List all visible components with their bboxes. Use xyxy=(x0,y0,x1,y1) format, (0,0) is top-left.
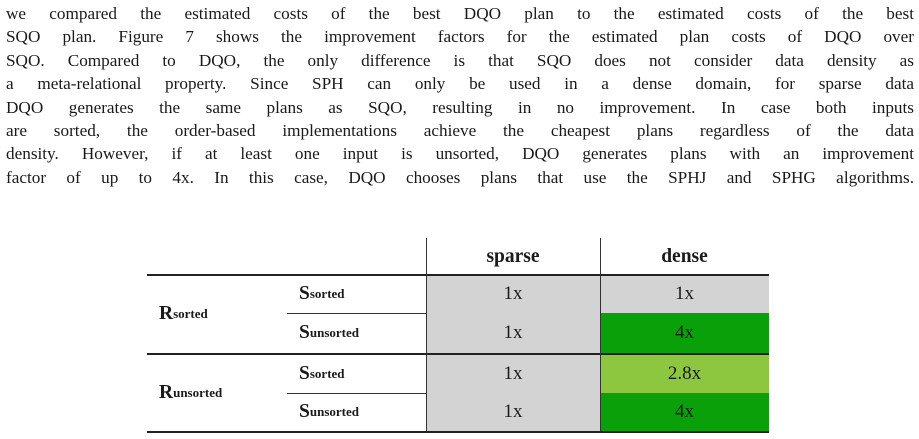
label-subscript: unsorted xyxy=(309,325,359,340)
rule-table-bottom xyxy=(147,431,769,433)
cell-rsorted-sunsorted-dense: 4x xyxy=(600,313,769,353)
rule-header-bottom xyxy=(147,274,769,276)
label-main: R xyxy=(159,382,174,403)
label-main: R xyxy=(159,303,174,324)
column-header-dense: dense xyxy=(600,238,769,275)
paragraph-line: density. However, if at least one input … xyxy=(6,144,914,164)
cell-runsorted-ssorted-sparse: 1x xyxy=(426,355,600,393)
paragraph-line: SQO. Compared to DQO, the only differenc… xyxy=(6,50,914,70)
cell-rsorted-ssorted-dense: 1x xyxy=(600,275,769,313)
cell-value: 1x xyxy=(503,283,523,304)
label-subscript: sorted xyxy=(309,366,345,381)
body-paragraph: we compared the estimated costs of the b… xyxy=(6,2,914,189)
cell-value: 1x xyxy=(503,363,523,384)
cell-runsorted-ssorted-dense: 2.8x xyxy=(600,355,769,393)
label-main: S xyxy=(299,283,310,304)
paragraph-line: are sorted, the order-based implementati… xyxy=(6,121,914,141)
label-main: S xyxy=(299,363,310,384)
label-subscript: sorted xyxy=(309,286,345,301)
cell-value: 1x xyxy=(503,322,523,343)
cell-value: 1x xyxy=(675,283,694,304)
cell-runsorted-sunsorted-dense: 4x xyxy=(600,393,769,431)
cell-value: 4x xyxy=(675,322,694,343)
label-subscript: unsorted xyxy=(173,385,223,400)
header-label: dense xyxy=(661,245,708,267)
cell-value: 1x xyxy=(503,401,523,422)
paragraph-line: we compared the estimated costs of the b… xyxy=(6,4,914,23)
paragraph-line: factor of up to 4x. In this case, DQO ch… xyxy=(6,167,914,187)
header-label: sparse xyxy=(486,245,540,267)
improvement-factor-table: 1x 1x 1x 4x 1x 2.8x 1x 4x sparse dense R… xyxy=(147,238,769,433)
paragraph-line: a meta-relational property. Since SPH ca… xyxy=(6,74,914,94)
cell-value: 2.8x xyxy=(667,363,702,384)
rule-col-divider-2 xyxy=(600,238,601,431)
label-subscript: sorted xyxy=(173,306,208,321)
rule-sub-1 xyxy=(287,313,426,314)
paragraph-line: DQO generates the same plans as SQO, res… xyxy=(6,97,914,117)
rule-sub-2 xyxy=(287,393,426,394)
paragraph-line: SQO plan. Figure 7 shows the improvement… xyxy=(6,27,914,47)
column-header-sparse: sparse xyxy=(426,238,600,275)
label-main: S xyxy=(299,401,310,422)
rule-group-divider xyxy=(147,353,769,355)
label-subscript: unsorted xyxy=(309,404,359,419)
cell-value: 4x xyxy=(675,401,694,422)
label-main: S xyxy=(299,322,310,343)
cell-rsorted-sunsorted-sparse: 1x xyxy=(426,313,600,353)
rule-col-divider-1 xyxy=(426,238,427,431)
cell-rsorted-ssorted-sparse: 1x xyxy=(426,275,600,313)
cell-runsorted-sunsorted-sparse: 1x xyxy=(426,393,600,431)
